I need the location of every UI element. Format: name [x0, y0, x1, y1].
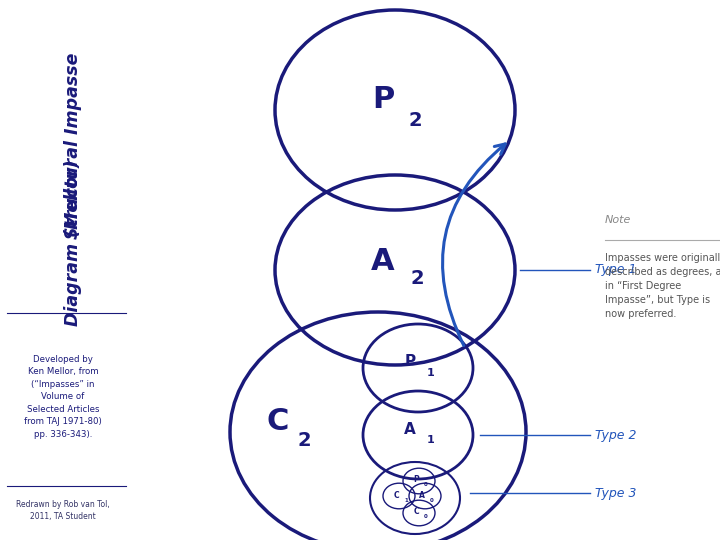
Text: A: A: [372, 247, 395, 276]
Text: Developed by
Ken Mellor, from
(“Impasses” in
Volume of
Selected Articles
from TA: Developed by Ken Mellor, from (“Impasses…: [24, 355, 102, 439]
Text: 1: 1: [427, 435, 435, 445]
Text: 1: 1: [427, 368, 435, 378]
Text: Type 2: Type 2: [595, 429, 636, 442]
Text: 1: 1: [404, 497, 408, 503]
Text: P: P: [372, 85, 394, 114]
Text: P: P: [405, 354, 415, 369]
Text: C: C: [393, 490, 399, 500]
Text: 2: 2: [297, 430, 311, 449]
Text: A: A: [404, 422, 416, 436]
Text: 0: 0: [430, 497, 434, 503]
Text: Impasses were originally
described as degrees, as
in “First Degree
Impasse”, but: Impasses were originally described as de…: [605, 253, 720, 319]
Text: Diagram (Mellor): Diagram (Mellor): [64, 160, 82, 326]
Text: A: A: [419, 490, 425, 500]
Text: Redrawn by Rob van Tol,
2011, TA Student: Redrawn by Rob van Tol, 2011, TA Student: [16, 500, 110, 521]
Text: Structural Impasse: Structural Impasse: [64, 52, 82, 239]
Text: Type 3: Type 3: [595, 487, 636, 500]
Text: 2: 2: [408, 111, 422, 130]
Text: P: P: [413, 476, 419, 484]
Text: Note: Note: [605, 215, 631, 225]
Text: C: C: [267, 408, 289, 436]
Text: C: C: [413, 508, 419, 516]
Text: 0: 0: [424, 515, 428, 519]
Text: 2: 2: [410, 268, 424, 287]
Text: 0: 0: [424, 483, 428, 488]
Text: Type 1: Type 1: [595, 264, 636, 276]
